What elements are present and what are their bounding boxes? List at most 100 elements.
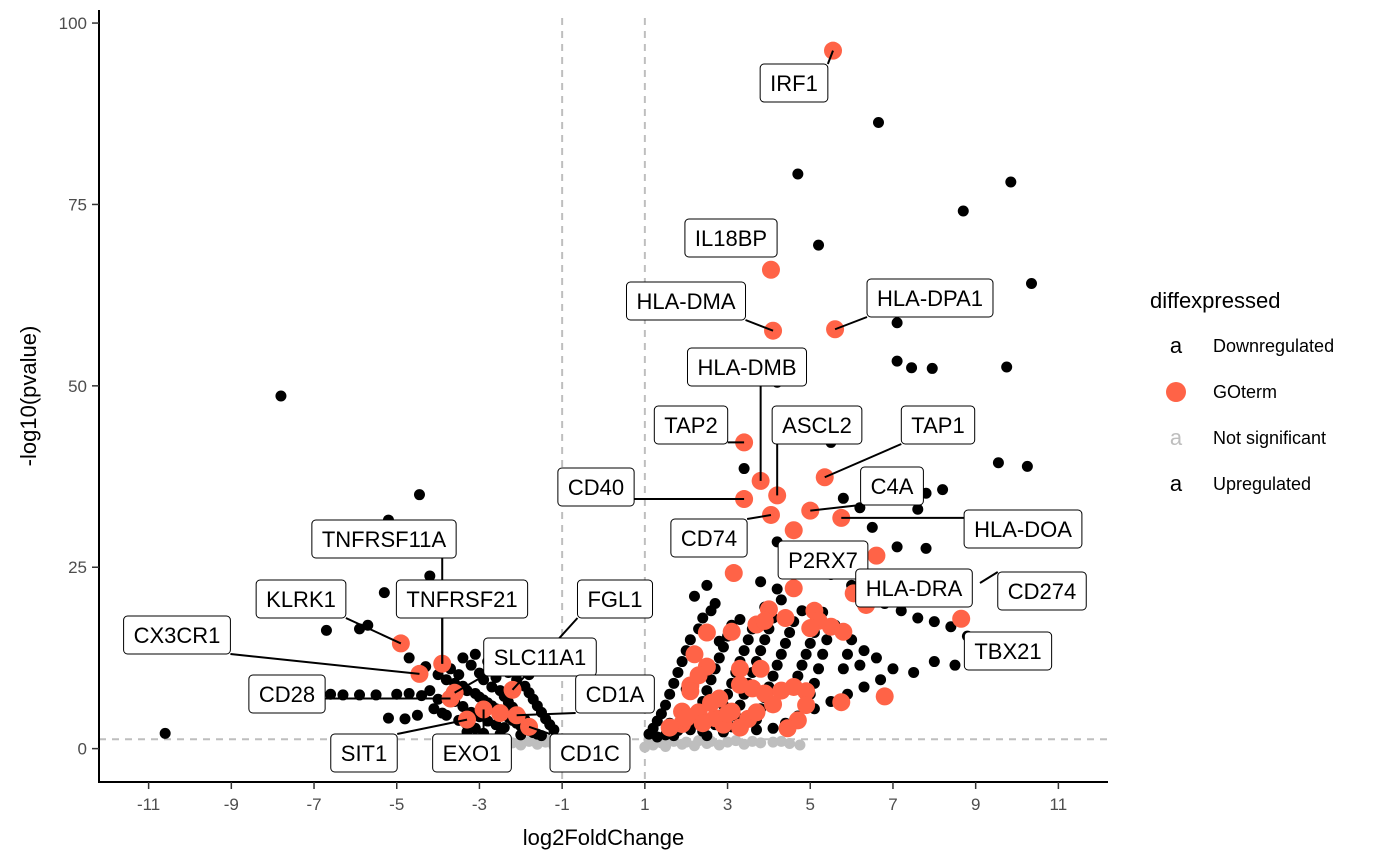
point-upregulated: [908, 666, 920, 678]
point-upregulated: [957, 205, 969, 217]
point-goterm: [681, 682, 700, 701]
gene-label-box: [557, 467, 635, 507]
legend-label: Downregulated: [1213, 336, 1334, 356]
point-upregulated: [684, 634, 696, 646]
point-not-significant: [531, 738, 543, 750]
point-upregulated: [928, 656, 940, 668]
legend-key-dot: [1166, 382, 1186, 402]
legend-item-not-significant: a Not significant: [1170, 425, 1326, 450]
point-goterm: [755, 611, 774, 630]
point-downregulated: [436, 707, 448, 719]
point-not-significant: [767, 736, 779, 748]
point-not-significant: [746, 735, 758, 747]
point-upregulated: [701, 730, 713, 742]
gene-label-box: [432, 733, 512, 773]
gene-label-text: IRF1: [770, 71, 818, 96]
point-upregulated: [804, 637, 816, 649]
point-upregulated: [866, 521, 878, 533]
gene-label-box: [395, 579, 529, 619]
x-axis-title: log2FoldChange: [523, 825, 684, 850]
point-upregulated: [854, 659, 866, 671]
label-connector: [745, 319, 774, 332]
gene-label-box: [311, 519, 457, 559]
gene-label-box: [771, 405, 863, 445]
point-upregulated: [928, 616, 940, 628]
label-connector: [746, 514, 772, 520]
point-upregulated: [796, 605, 808, 617]
point-upregulated: [713, 635, 725, 647]
point-not-significant: [730, 735, 742, 747]
gene-label-text: FGL1: [587, 587, 642, 612]
legend: diffexpressed a Downregulated GOterm a Not si…: [1150, 288, 1334, 496]
y-tick-label: 50: [68, 377, 87, 396]
gene-label-text: CD274: [1008, 579, 1076, 604]
point-not-significant: [713, 739, 725, 751]
legend-label: GOterm: [1213, 382, 1277, 402]
point-upregulated: [796, 659, 808, 671]
label-connector: [834, 316, 868, 331]
point-upregulated: [755, 645, 767, 657]
gene-label-text: P2RX7: [788, 548, 858, 573]
gene-label-box: [860, 466, 924, 506]
point-goterm: [491, 704, 510, 723]
point-upregulated: [751, 724, 763, 736]
y-tick-label: 25: [68, 558, 87, 577]
x-tick-label: -9: [224, 795, 239, 814]
gene-label-cd1c: CD1C: [549, 733, 631, 773]
point-goterm: [718, 704, 737, 723]
gene-label-text: HLA-DOA: [974, 517, 1072, 542]
point-downregulated: [382, 712, 394, 724]
x-tick-label: -3: [472, 795, 487, 814]
point-upregulated: [701, 579, 713, 591]
label-connector: [826, 50, 834, 65]
point-downregulated: [424, 685, 436, 697]
point-goterm: [834, 622, 853, 641]
point-upregulated: [701, 685, 713, 697]
gene-label-box: [684, 218, 778, 258]
point-not-significant: [722, 736, 734, 748]
gene-label-hla-dra: HLA-DRA: [855, 568, 973, 608]
point-downregulated: [457, 652, 469, 664]
point-goterm: [685, 645, 704, 664]
label-connector: [516, 712, 576, 717]
point-upregulated: [887, 663, 899, 675]
point-upregulated: [920, 542, 932, 554]
point-downregulated: [399, 713, 411, 725]
gene-label-text: ASCL2: [782, 413, 852, 438]
x-tick-label: 7: [888, 795, 897, 814]
gene-label-tnfrsf21: TNFRSF21: [395, 579, 529, 619]
label-connector: [528, 725, 551, 735]
gene-label-box: [483, 637, 597, 677]
point-upregulated: [813, 663, 825, 675]
gene-label-text: CD1A: [586, 682, 645, 707]
gene-labels: IRF1 IL18BP HLA-DMA HLA-DPA1 HLA-DMB TAP2 ASCL…: [123, 63, 1087, 773]
point-upregulated: [771, 583, 783, 595]
gene-label-tap2: TAP2: [653, 405, 729, 445]
point-upregulated: [875, 674, 887, 686]
point-goterm: [832, 693, 851, 712]
gene-label-box: [777, 540, 869, 580]
point-downregulated: [391, 688, 403, 700]
point-upregulated: [992, 457, 1004, 469]
gene-label-sit1: SIT1: [330, 733, 398, 773]
point-not-significant: [775, 735, 787, 747]
gene-label-text: HLA-DRA: [866, 576, 963, 601]
point-upregulated: [945, 621, 957, 633]
gene-label-cd40: CD40: [557, 467, 635, 507]
point-upregulated: [738, 645, 750, 657]
x-tick-label: -7: [306, 795, 321, 814]
point-goterm: [784, 579, 803, 598]
gene-label-text: CD40: [568, 475, 624, 500]
point-downregulated: [403, 687, 415, 699]
gene-label-text: SLC11A1: [494, 645, 587, 670]
point-upregulated: [817, 648, 829, 660]
point-goterm: [730, 659, 749, 678]
point-upregulated: [664, 688, 676, 700]
gene-label-klrk1: KLRK1: [255, 579, 347, 619]
gene-label-text: CD1C: [560, 741, 620, 766]
gene-label-text: IL18BP: [695, 226, 767, 251]
gene-label-text: KLRK1: [266, 587, 336, 612]
point-goterm: [867, 546, 886, 565]
